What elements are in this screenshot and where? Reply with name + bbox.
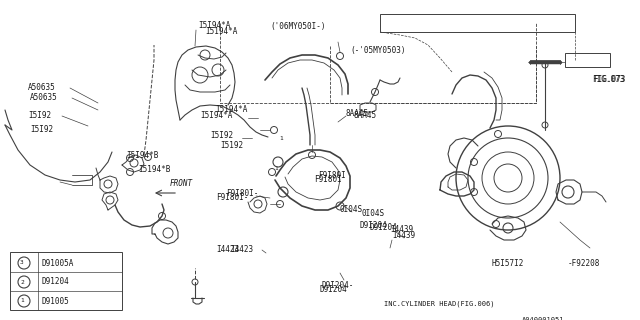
Text: D9I204: D9I204	[370, 223, 397, 233]
Text: 8AA45: 8AA45	[354, 110, 377, 119]
Text: 3: 3	[20, 260, 24, 266]
Text: D91204: D91204	[42, 277, 70, 286]
Text: D9I204: D9I204	[320, 285, 348, 294]
Bar	[10, 252, 122, 310]
Text: ('06MY050I-): ('06MY050I-)	[270, 21, 326, 30]
Text: I5I94*A: I5I94*A	[198, 21, 230, 30]
Text: F9I80I: F9I80I	[314, 175, 342, 185]
Text: I4439: I4439	[390, 226, 413, 235]
Text: -F92208: -F92208	[568, 259, 600, 268]
Text: A040001051: A040001051	[522, 317, 564, 320]
Text: INC.CYLINDER HEAD(FIG.006): INC.CYLINDER HEAD(FIG.006)	[384, 301, 495, 307]
Text: I4439: I4439	[392, 231, 415, 241]
Text: I5I94*A: I5I94*A	[200, 111, 232, 121]
Text: 0I04S: 0I04S	[340, 205, 363, 214]
Text: I4423: I4423	[230, 245, 253, 254]
Text: H5I57I2: H5I57I2	[492, 259, 524, 268]
Text: A50635: A50635	[28, 84, 56, 92]
Text: A50635: A50635	[30, 93, 58, 102]
Text: (-'05MY0503): (-'05MY0503)	[350, 45, 406, 54]
Text: 0I04S: 0I04S	[362, 209, 385, 218]
Text: F9I80I-: F9I80I-	[216, 194, 248, 203]
Text: I5I92: I5I92	[28, 111, 51, 121]
Text: I5194*A: I5194*A	[205, 28, 237, 36]
Text: I4423: I4423	[216, 245, 239, 254]
Text: I5I92: I5I92	[210, 132, 233, 140]
Text: D91005A: D91005A	[42, 259, 74, 268]
Text: 8AA45: 8AA45	[346, 108, 369, 117]
Text: D9I204: D9I204	[360, 220, 388, 229]
Text: I5194*B: I5194*B	[138, 165, 170, 174]
Text: FRONT: FRONT	[170, 179, 193, 188]
Text: 1: 1	[274, 165, 278, 171]
Text: FIG.073: FIG.073	[592, 76, 625, 84]
Text: FIG.073: FIG.073	[593, 76, 625, 84]
Bar	[380, 14, 575, 32]
Text: 1: 1	[20, 299, 24, 303]
Bar	[565, 53, 610, 67]
Text: 1: 1	[279, 135, 283, 140]
Text: F9I80I: F9I80I	[318, 172, 346, 180]
Text: 2: 2	[20, 279, 24, 284]
Text: D91005: D91005	[42, 297, 70, 306]
Text: I5192: I5192	[220, 140, 243, 149]
Text: D9I204-: D9I204-	[322, 282, 355, 291]
Text: I5I92: I5I92	[30, 125, 53, 134]
Text: F9I80I-: F9I80I-	[226, 188, 259, 197]
Text: I5I94*B: I5I94*B	[126, 151, 158, 161]
Text: I5194*A: I5194*A	[215, 106, 248, 115]
